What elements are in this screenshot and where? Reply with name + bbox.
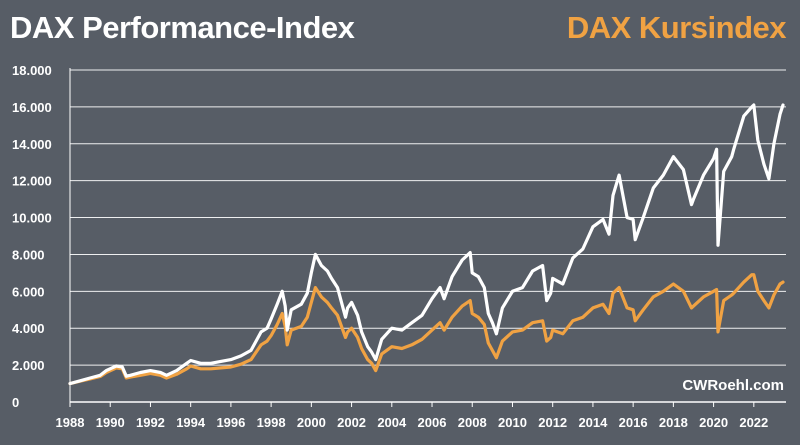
y-tick-label: 16.000 xyxy=(12,100,52,115)
x-tick-label: 2012 xyxy=(538,415,567,430)
x-tick-label: 2020 xyxy=(699,415,728,430)
x-tick-label: 1992 xyxy=(136,415,165,430)
x-tick-label: 2000 xyxy=(297,415,326,430)
y-tick-label: 8.000 xyxy=(12,247,45,262)
chart-title-right: DAX Kursindex xyxy=(566,10,787,45)
x-tick-label: 1998 xyxy=(257,415,286,430)
y-tick-label: 6.000 xyxy=(12,284,45,299)
x-tick-label: 2008 xyxy=(458,415,487,430)
x-tick-label: 2018 xyxy=(659,415,688,430)
x-tick-label: 1994 xyxy=(176,415,206,430)
y-tick-label: 10.000 xyxy=(12,211,52,226)
series-line-kursindex xyxy=(68,273,785,386)
x-tick-label: 2016 xyxy=(619,415,648,430)
y-tick-label: 4.000 xyxy=(12,321,45,336)
y-tick-label: 12.000 xyxy=(12,174,52,189)
credit-label: CWRoehl.com xyxy=(682,377,784,394)
x-tick-label: 1990 xyxy=(96,415,125,430)
y-tick-label: 18.000 xyxy=(12,63,52,78)
y-tick-label: 2.000 xyxy=(12,358,45,373)
y-tick-label: 14.000 xyxy=(12,137,52,152)
x-tick-label: 2010 xyxy=(498,415,527,430)
x-tick-label: 2022 xyxy=(739,415,768,430)
x-tick-label: 2014 xyxy=(578,415,608,430)
x-tick-label: 2004 xyxy=(377,415,407,430)
y-tick-label: 0 xyxy=(12,395,19,410)
chart-title: DAX Performance-Index xyxy=(10,10,355,45)
x-tick-label: 1988 xyxy=(56,415,85,430)
series-line-performance-index xyxy=(68,103,785,386)
x-tick-label: 1996 xyxy=(216,415,245,430)
x-tick-label: 2002 xyxy=(337,415,366,430)
x-tick-label: 2006 xyxy=(418,415,447,430)
